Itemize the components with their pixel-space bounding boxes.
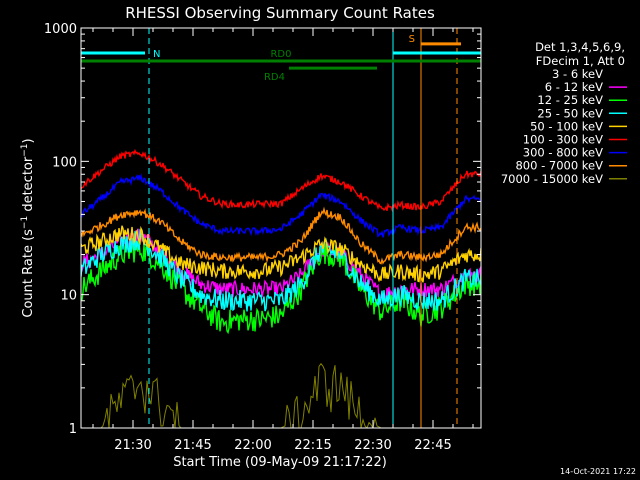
legend-title-line-1: Det 1,3,4,5,6,9, — [535, 40, 625, 54]
y-axis-label-post: ) — [21, 138, 36, 143]
legend-label-s6: 100 - 300 keV — [523, 133, 603, 147]
y-axis-label-exp1: −1 — [20, 216, 30, 229]
plot-frame — [80, 27, 482, 429]
x-tick-label: 22:00 — [234, 438, 271, 453]
legend-label-s2: 6 - 12 keV — [545, 80, 603, 94]
x-tick-label: 22:15 — [294, 438, 331, 453]
series-line-s4 — [81, 228, 481, 312]
y-axis-label-pre: Count Rate (s — [21, 229, 36, 318]
series-line-s5 — [81, 225, 481, 283]
y-tick-label: 100 — [52, 155, 77, 170]
y-tick-label: 1 — [69, 422, 77, 437]
legend-label-s8: 800 - 7000 keV — [515, 159, 603, 173]
y-tick-label: 10 — [60, 289, 77, 304]
chart-title: RHESSI Observing Summary Count Rates — [125, 4, 435, 22]
footer-timestamp: 14-Oct-2021 17:22 — [560, 467, 636, 476]
legend-label-s1: 3 - 6 keV — [552, 67, 603, 81]
y-axis-label-exp2: −1 — [20, 143, 30, 156]
x-tick-label: 22:45 — [414, 438, 451, 453]
x-tick-label: 21:45 — [174, 438, 211, 453]
y-tick-label: 1000 — [44, 22, 77, 37]
y-axis-label-mid: detector — [21, 156, 36, 216]
legend-title-line-2: FDecim 1, Att 0 — [536, 54, 625, 68]
legend-label-s4: 25 - 50 keV — [537, 106, 603, 120]
series-line-s8 — [81, 206, 481, 265]
series-line-s6 — [81, 148, 481, 213]
legend-label-s3: 12 - 25 keV — [537, 93, 603, 107]
legend: Det 1,3,4,5,6,9, FDecim 1, Att 0 3 - 6 k… — [501, 40, 627, 186]
flag-bars: N RD0 RD4 S — [81, 28, 481, 428]
series-line-s9 — [81, 362, 481, 428]
legend-label-s9: 7000 - 15000 keV — [501, 172, 603, 186]
series-line-s7 — [81, 173, 481, 238]
x-axis-label: Start Time (09-May-09 21:17:22) — [173, 455, 387, 470]
flag-label-rd0: RD0 — [270, 49, 291, 60]
legend-label-s7: 300 - 800 keV — [523, 146, 603, 160]
series-layer — [81, 148, 481, 428]
flag-label-s: S — [409, 34, 415, 45]
flag-label-rd4: RD4 — [264, 72, 285, 83]
x-tick-label: 21:30 — [114, 438, 151, 453]
x-tick-label: 22:30 — [354, 438, 391, 453]
flag-label-n: N — [153, 49, 160, 60]
legend-label-s5: 50 - 100 keV — [530, 119, 603, 133]
y-axis-label: Count Rate (s−1 detector−1) — [20, 138, 36, 317]
axes: 1 10 100 1000 21:30 21:45 22:00 22:15 22:30 22:45 — [44, 22, 481, 453]
